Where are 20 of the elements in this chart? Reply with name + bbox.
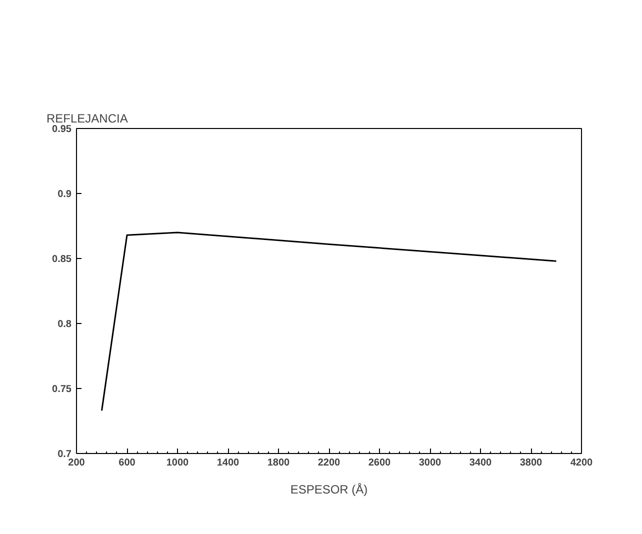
x-tick-label: 600 <box>118 458 136 468</box>
x-tick-label: 2600 <box>368 458 392 468</box>
y-tick-label: 0.7 <box>58 449 72 460</box>
y-tick-label: 0.85 <box>52 254 72 265</box>
x-tick-label: 2200 <box>318 458 341 468</box>
x-tick-label: 1800 <box>267 458 290 468</box>
y-axis-title: REFLEJANCIA <box>46 112 128 126</box>
x-tick-label: 3800 <box>520 458 543 468</box>
x-tick-label: 1000 <box>166 458 190 468</box>
x-axis-title: ESPESOR (Å) <box>290 482 368 496</box>
y-tick-label: 0.9 <box>58 189 72 200</box>
line-series <box>101 232 557 412</box>
x-tick-label: 3000 <box>418 458 442 468</box>
x-tick-label: 200 <box>68 458 86 468</box>
y-tick-label: 0.8 <box>58 319 72 330</box>
x-tick-label: 3400 <box>469 458 492 468</box>
y-tick-label: 0.75 <box>52 384 72 395</box>
y-tick-label: 0.95 <box>52 124 72 135</box>
x-tick-label: 1400 <box>216 458 240 468</box>
x-tick-label: 4200 <box>570 458 594 468</box>
